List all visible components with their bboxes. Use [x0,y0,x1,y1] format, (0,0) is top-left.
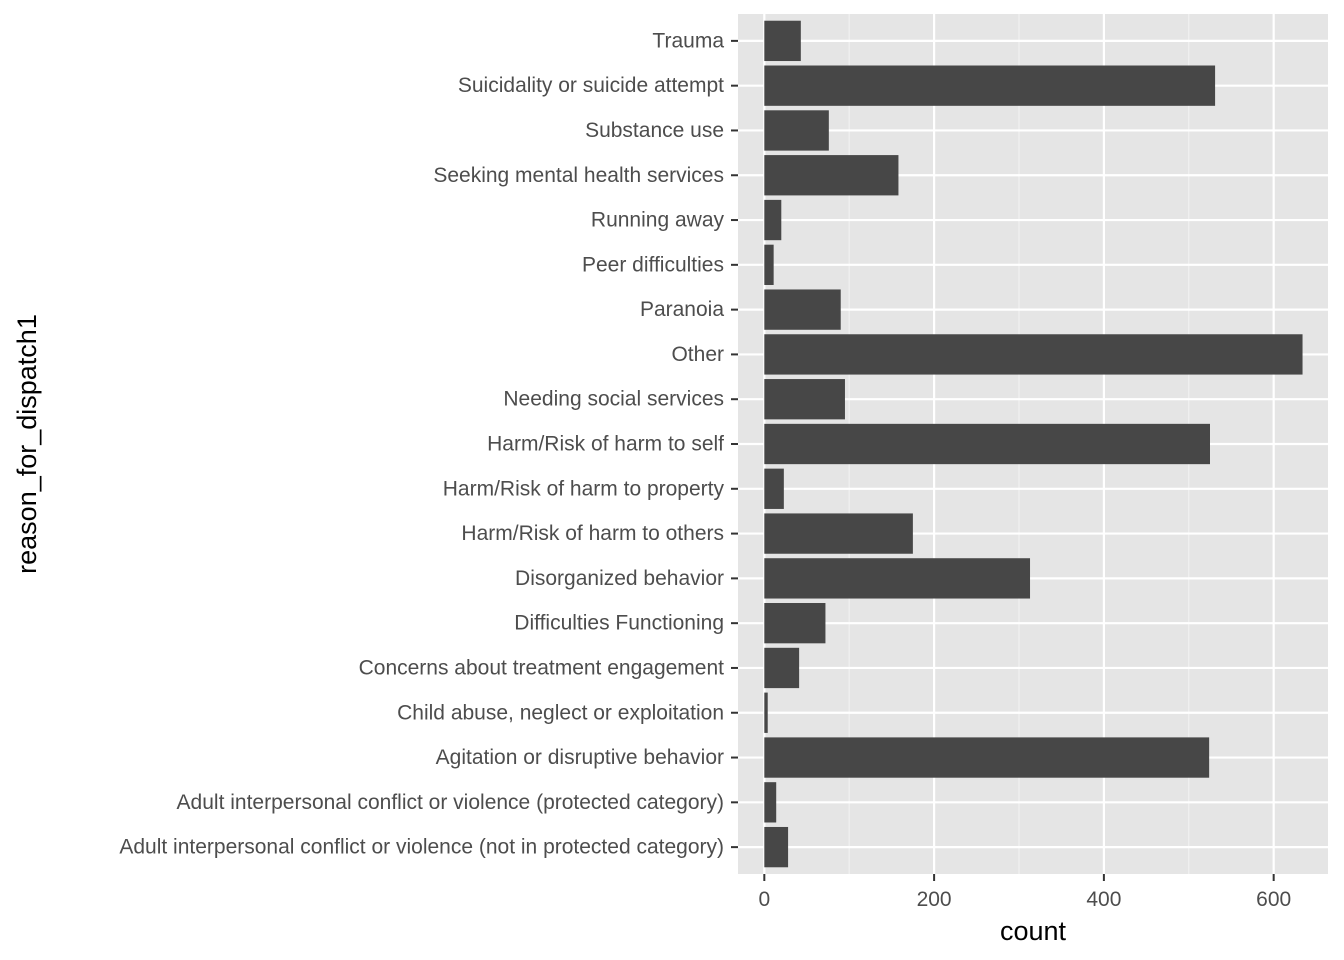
x-tick-label: 600 [1256,888,1291,911]
y-tick-label: Substance use [585,119,724,142]
bar [764,244,774,285]
y-tick-label: Harm/Risk of harm to others [461,522,724,545]
bar [764,603,826,644]
y-axis-title: reason_for_dispatch1 [12,314,42,574]
bar [764,558,1031,599]
bar [764,513,913,554]
x-tick-label: 200 [917,888,952,911]
bar [764,692,768,733]
y-axis: Adult interpersonal conflict or violence… [119,29,738,859]
y-tick-label: Suicidality or suicide attempt [458,74,724,97]
y-tick-label: Child abuse, neglect or exploitation [397,701,724,724]
bar [764,334,1303,375]
y-tick-label: Concerns about treatment engagement [359,656,725,679]
bar [764,468,784,509]
bar [764,110,829,151]
y-tick-label: Adult interpersonal conflict or violence… [119,836,724,859]
bar [764,647,800,689]
bar [764,155,899,196]
x-tick-label: 0 [758,888,770,911]
bar [764,199,782,241]
y-tick-label: Agitation or disruptive behavior [436,746,724,769]
y-tick-label: Paranoia [640,298,724,321]
y-tick-label: Seeking mental health services [433,164,724,187]
x-axis-title: count [1000,916,1067,946]
y-tick-label: Running away [591,209,725,232]
bar [764,826,789,868]
y-tick-label: Peer difficulties [582,253,724,276]
y-tick-label: Harm/Risk of harm to property [443,477,725,500]
y-tick-label: Disorganized behavior [515,567,724,590]
bar [764,379,845,420]
x-axis: 0 200 400 600 [758,874,1291,911]
y-tick-label: Difficulties Functioning [514,612,724,635]
bar [764,20,801,62]
bar [764,289,841,330]
y-tick-label: Harm/Risk of harm to self [487,433,724,456]
bar [764,65,1216,106]
bar [764,782,777,823]
bar [764,737,1210,778]
y-tick-label: Needing social services [503,388,724,411]
y-tick-label: Other [671,343,724,366]
x-tick-label: 400 [1086,888,1121,911]
bars [764,20,1303,868]
bar [764,423,1210,465]
y-tick-label: Trauma [652,29,724,52]
y-tick-label: Adult interpersonal conflict or violence… [177,791,724,814]
